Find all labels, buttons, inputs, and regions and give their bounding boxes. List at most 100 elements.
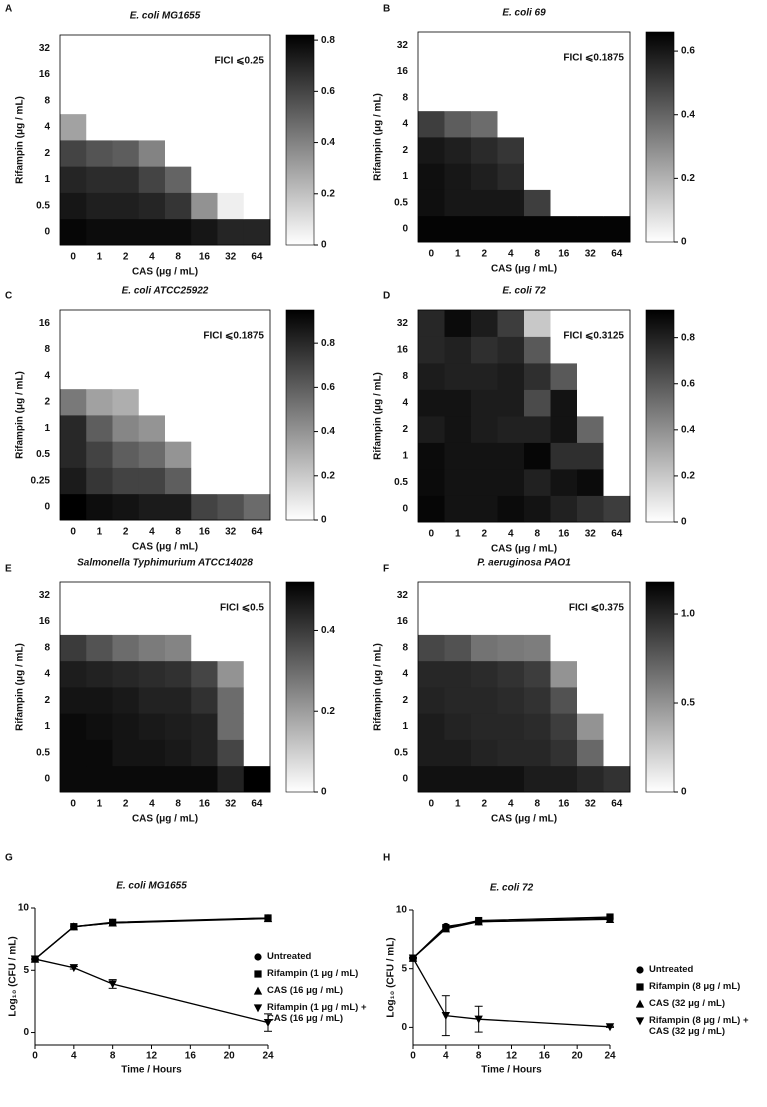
y-tick-label: 16 <box>397 344 409 355</box>
heatmap-cell <box>577 163 604 190</box>
heatmap-cell <box>243 608 271 635</box>
y-tick-label: 0 <box>402 774 408 785</box>
heatmap-cell <box>444 713 472 740</box>
x-tick-label: 32 <box>225 527 237 538</box>
legend-label: Untreated <box>649 964 694 975</box>
heatmap-cell <box>603 389 631 417</box>
heatmap-cell <box>138 192 166 220</box>
colorbar-tick-label: 0 <box>321 240 327 251</box>
heatmap-cell <box>112 336 140 363</box>
heatmap-cell <box>577 660 604 688</box>
heatmap-cell <box>217 582 245 609</box>
plot-border <box>417 31 631 243</box>
heatmap-cell <box>524 442 551 470</box>
heatmap-cell <box>112 166 140 193</box>
heatmap-cell <box>60 467 87 495</box>
y-tick-label: 0 <box>23 1027 29 1038</box>
heatmap-cell <box>577 687 604 714</box>
y-tick-label: 0.5 <box>36 200 50 211</box>
x-tick-label: 1 <box>97 252 103 263</box>
plot-border <box>59 309 271 521</box>
heatmap-cell <box>603 336 631 364</box>
heatmap-cell <box>243 87 271 115</box>
x-tick-label: 4 <box>508 249 514 260</box>
heatmap-cell <box>550 389 578 417</box>
heatmap-cell <box>603 32 631 59</box>
panel-letter: E <box>5 564 12 575</box>
heatmap-cell <box>243 61 271 88</box>
heatmap-cell <box>524 713 551 740</box>
heatmap-cell <box>165 634 192 662</box>
heatmap-cell <box>444 215 472 243</box>
panel-letter: B <box>383 4 390 15</box>
heatmap-cell <box>603 660 631 688</box>
heatmap-cell <box>86 713 113 740</box>
heatmap-cell <box>418 189 445 217</box>
colorbar <box>645 309 675 523</box>
colorbar-tick-label: 0.4 <box>321 625 335 636</box>
heatmap-cell <box>497 416 525 443</box>
heatmap-cell <box>60 166 87 193</box>
heatmap-cell <box>550 765 578 793</box>
heatmap-cell <box>471 608 498 635</box>
heatmap-cell <box>191 660 218 688</box>
heatmap-cell <box>112 441 140 468</box>
heatmap-cell <box>138 166 166 193</box>
y-tick-label: 16 <box>39 318 51 329</box>
y-tick-label: 16 <box>39 616 51 627</box>
heatmap-cell <box>191 441 218 468</box>
x-tick-label: 16 <box>539 1051 551 1062</box>
heatmap-cell <box>165 113 192 141</box>
heatmap-cell <box>418 215 445 243</box>
heatmap-cell <box>497 660 525 688</box>
heatmap-cell <box>191 61 218 88</box>
data-point <box>69 922 79 931</box>
heatmap-cell <box>138 310 166 337</box>
heatmap-cell <box>550 137 578 164</box>
legend-marker <box>635 999 645 1008</box>
heatmap-cell <box>112 192 140 220</box>
heatmap-cell <box>497 137 525 164</box>
colorbar-tick-label: 0.6 <box>321 382 335 393</box>
data-point <box>605 1023 615 1032</box>
heatmap-cell <box>243 660 271 688</box>
heatmap-cell <box>112 218 140 246</box>
y-tick-label: 8 <box>44 344 50 355</box>
heatmap-cell <box>418 310 445 337</box>
heatmap-cell <box>603 765 631 793</box>
heatmap-cell <box>243 35 271 62</box>
heatmap-cell <box>497 32 525 59</box>
heatmap-cell <box>138 582 166 609</box>
heatmap-cell <box>243 687 271 714</box>
chart-title: Salmonella Typhimurium ATCC14028 <box>77 558 253 569</box>
heatmap-cell <box>603 634 631 662</box>
heatmap-cell <box>191 192 218 220</box>
colorbar-tick-label: 0.4 <box>681 109 695 120</box>
heatmap-cell <box>165 713 192 740</box>
heatmap-cell <box>444 363 472 390</box>
heatmap-cell <box>217 113 245 141</box>
heatmap-cell <box>86 739 113 767</box>
heatmap-cell <box>191 634 218 662</box>
heatmap-cell <box>243 192 271 220</box>
heatmap-cell <box>471 765 498 793</box>
heatmap-cell <box>86 336 113 363</box>
heatmap-cell <box>444 137 472 164</box>
heatmap-cell <box>418 634 445 662</box>
panel-letter: D <box>383 291 390 302</box>
heatmap-cell <box>603 363 631 390</box>
heatmap-cell <box>165 336 192 363</box>
heatmap-cell <box>577 58 604 85</box>
heatmap-cell <box>112 35 140 62</box>
y-axis-label: Rifampin (μg / mL) <box>373 93 384 181</box>
y-tick-label: 32 <box>39 43 51 54</box>
heatmap-cell <box>217 441 245 468</box>
heatmap-cell <box>138 61 166 88</box>
heatmap-cell <box>577 608 604 635</box>
heatmap-cell <box>471 363 498 390</box>
heatmap-cell <box>418 687 445 714</box>
legend-label: Rifampin (1 μg / mL) + CAS (16 μg / mL) <box>267 1002 367 1024</box>
heatmap-cell <box>138 113 166 141</box>
heatmap-cell <box>603 687 631 714</box>
heatmap-cell <box>165 218 192 246</box>
